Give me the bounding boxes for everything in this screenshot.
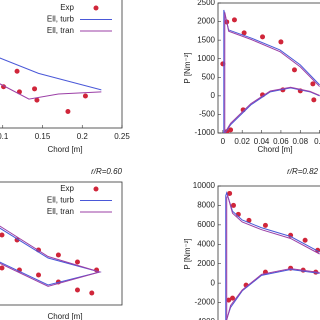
x-tick-label: 0.04	[254, 137, 270, 146]
legend-marker	[93, 186, 99, 192]
data-point	[0, 232, 5, 238]
data-point	[65, 108, 71, 114]
data-point	[14, 237, 20, 243]
legend-label: Ell, turb	[47, 196, 75, 205]
data-line	[224, 12, 320, 133]
data-point	[14, 68, 20, 74]
data-point	[89, 290, 95, 296]
data-line	[0, 225, 102, 287]
x-tick-label: 0.1	[314, 137, 320, 146]
x-tick-label: 0.06	[273, 137, 289, 146]
panel: 0.1 0.15 0.2 0.25 Chord [m] Exp Ell, turb Ell, …	[0, 0, 130, 154]
data-point	[302, 237, 308, 243]
data-point	[32, 86, 38, 92]
y-tick-label: 2000	[197, 259, 215, 268]
data-line	[223, 9, 320, 133]
y-tick-label: -2000	[195, 298, 216, 307]
data-point	[36, 272, 42, 278]
y-tick-label: 10000	[193, 181, 216, 190]
x-tick-label: 0.25	[114, 132, 130, 141]
data-point	[82, 93, 88, 99]
y-tick-label: 1000	[197, 54, 215, 63]
data-point	[291, 67, 297, 73]
data-point	[310, 81, 316, 87]
legend: Exp Ell, turb Ell, tran	[47, 3, 112, 35]
data-point	[230, 202, 236, 208]
data-line	[226, 194, 320, 320]
legend-label: Exp	[60, 184, 74, 193]
data-point	[278, 39, 284, 45]
y-axis-label: P [Nm⁻²]	[183, 52, 192, 83]
data-point	[34, 97, 40, 103]
plot-frame	[0, 181, 123, 306]
data-point	[230, 295, 236, 301]
legend-label: Exp	[60, 3, 74, 12]
y-tick-label: -500	[199, 110, 216, 119]
plot-area	[225, 190, 320, 320]
x-tick-label: 0.15	[35, 132, 51, 141]
x-axis-label: Chord [m]	[47, 145, 82, 154]
data-point	[0, 265, 5, 271]
y-tick-label: 4000	[197, 239, 215, 248]
data-point	[227, 190, 233, 196]
y-tick-label: -4000	[195, 317, 216, 320]
panel: 0 0.02 0.040.060.08 0.1 -1000 -500 0 500 1000 150…	[183, 0, 320, 154]
panel: -4000 -2000 0 2000 4000 6000 8000 10000 P [Nm⁻²]…	[183, 167, 320, 320]
legend: Exp Ell, turb Ell, tran	[47, 184, 112, 216]
legend-label: Ell, tran	[47, 207, 74, 216]
legend-label: Ell, tran	[47, 26, 74, 35]
y-tick-label: 8000	[197, 201, 215, 210]
y-tick-label: 2000	[197, 17, 215, 26]
panel-title: r/R=0.60	[91, 167, 122, 176]
plot-frame	[217, 185, 320, 320]
plot-area	[0, 57, 102, 114]
y-tick-label: 1500	[197, 35, 215, 44]
data-line	[0, 83, 102, 100]
data-line	[0, 227, 102, 286]
y-tick-label: 0	[211, 278, 216, 287]
legend-label: Ell, turb	[47, 15, 75, 24]
legend-marker	[93, 5, 99, 11]
y-tick-label: 2500	[197, 0, 215, 7]
plot-area	[220, 9, 320, 133]
data-point	[262, 222, 268, 228]
data-line	[0, 57, 102, 91]
data-point	[226, 297, 232, 303]
x-tick-label: 0	[221, 137, 226, 146]
plot-area	[0, 225, 102, 296]
x-tick-label: 0.08	[292, 137, 308, 146]
data-point	[246, 217, 252, 223]
data-line	[225, 191, 320, 320]
data-point	[228, 127, 234, 133]
x-axis-label: Chord [m]	[47, 312, 82, 320]
x-axis-label: Chord [m]	[257, 145, 292, 154]
y-tick-label: 0	[211, 91, 216, 100]
x-tick-label: 0.2	[77, 132, 89, 141]
panel: Chord [m] r/R=0.60 Exp Ell, turb Ell, tran	[0, 167, 123, 320]
x-tick-label: 0.1	[0, 132, 9, 141]
data-point	[241, 30, 247, 36]
data-point	[55, 252, 61, 258]
data-point	[231, 17, 237, 23]
panel-title: r/R=0.82	[287, 167, 318, 176]
y-axis-label: P [Nm⁻²]	[183, 238, 192, 269]
x-tick-label: 0.02	[234, 137, 250, 146]
data-point	[311, 97, 317, 103]
data-point	[260, 34, 266, 40]
data-point	[74, 287, 80, 293]
data-point	[74, 259, 80, 265]
y-tick-label: -1000	[195, 128, 216, 137]
y-tick-label: 500	[202, 72, 216, 81]
plot-frame	[217, 2, 320, 134]
y-tick-label: 6000	[197, 220, 215, 229]
